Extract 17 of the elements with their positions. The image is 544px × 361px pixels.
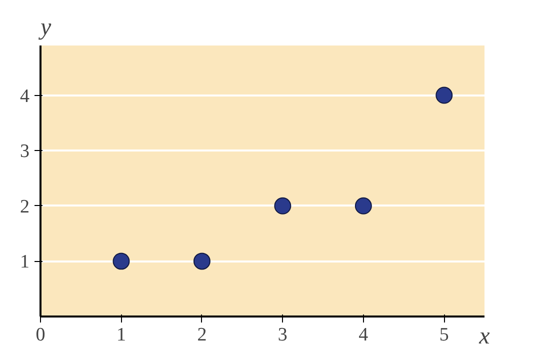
y-axis-title: y — [38, 14, 52, 40]
y-tick-label: 4 — [20, 86, 30, 107]
x-tick-label: 5 — [439, 324, 449, 346]
point — [112, 252, 130, 270]
point — [436, 86, 453, 104]
y-tick-label: 3 — [20, 141, 30, 162]
y-tick-label: 1 — [20, 252, 30, 273]
x-axis-title: x — [478, 324, 490, 350]
point — [354, 197, 372, 214]
x-tick-label: 4 — [358, 324, 369, 346]
x-tick-label: 3 — [278, 324, 288, 346]
y-tick-label: 2 — [20, 196, 30, 218]
point — [274, 197, 292, 214]
x-tick-label: 1 — [116, 324, 126, 346]
x-tick-label: 2 — [197, 324, 207, 346]
x-tick-label: 0 — [36, 324, 46, 346]
point — [193, 252, 210, 270]
